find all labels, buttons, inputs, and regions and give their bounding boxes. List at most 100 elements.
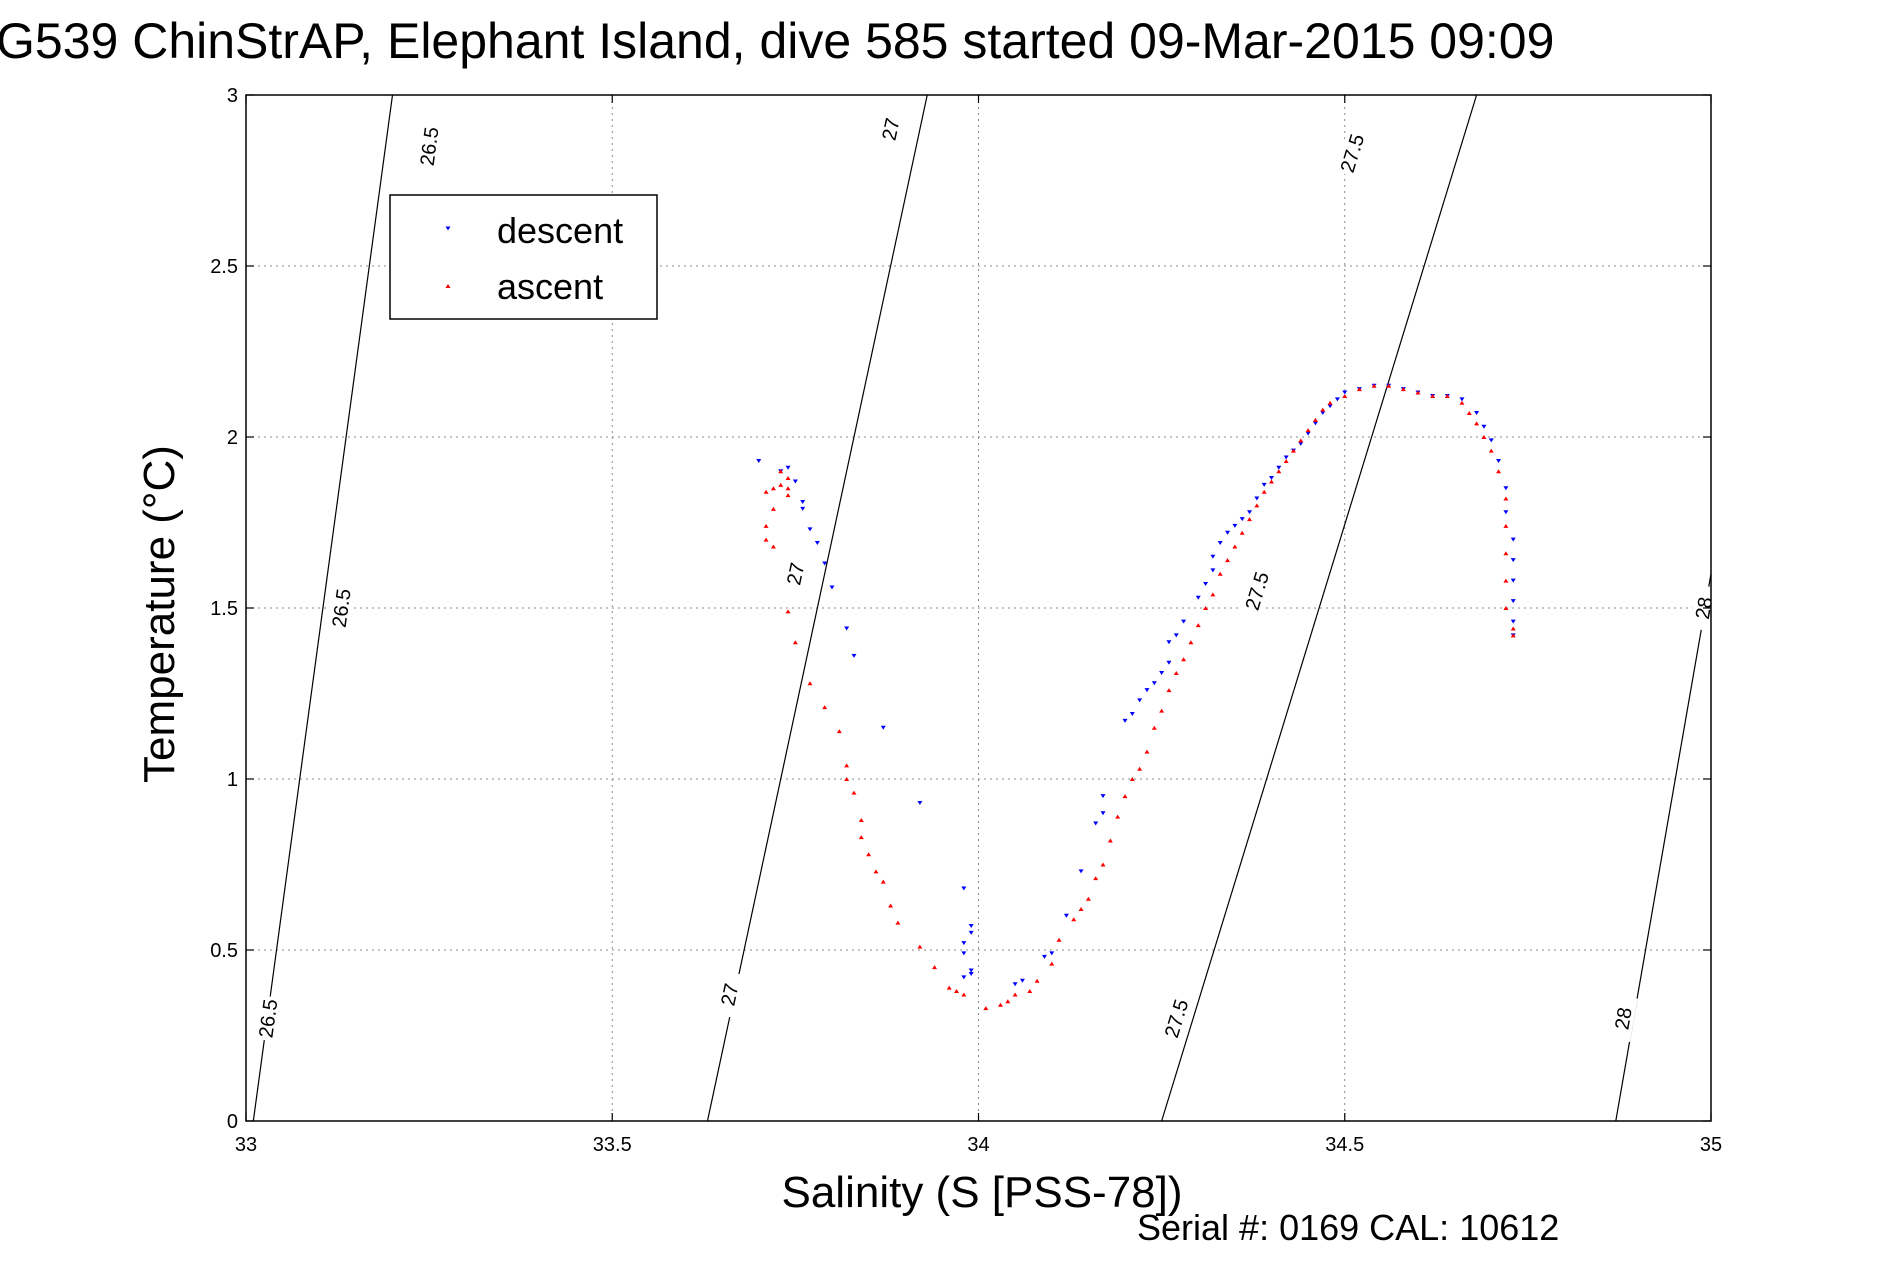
- ascent-point: [1400, 387, 1406, 392]
- ascent-point: [1510, 633, 1516, 638]
- descent-point: [1041, 954, 1047, 959]
- ascent-point: [1217, 571, 1223, 576]
- descent-point: [1012, 982, 1018, 987]
- ascent-point: [1503, 551, 1509, 556]
- ascent-point: [1481, 435, 1487, 439]
- ascent-point: [785, 609, 791, 614]
- descent-point: [1063, 913, 1069, 918]
- x-axis-label: Salinity (S [PSS-78]): [781, 1168, 1182, 1217]
- descent-point: [1217, 541, 1223, 546]
- ascent-point: [763, 537, 769, 542]
- contour-label-bg: [714, 970, 745, 1019]
- ascent-point: [858, 835, 864, 840]
- y-tick-label: 0: [227, 1111, 238, 1133]
- descent-point: [1276, 465, 1282, 470]
- descent-point: [814, 541, 820, 546]
- x-tick-label: 34: [967, 1134, 989, 1156]
- contour-label-bg: [1335, 128, 1370, 178]
- descent-point: [968, 968, 974, 973]
- descent-point: [1195, 595, 1201, 600]
- ascent-point: [1085, 896, 1091, 901]
- ascent-point: [1071, 917, 1077, 922]
- contour-label: 26.5: [417, 126, 444, 168]
- ascent-point: [1474, 421, 1480, 426]
- descent-point: [1122, 718, 1128, 723]
- ascent-point: [851, 790, 857, 795]
- legend-ascent-label: ascent: [497, 266, 603, 307]
- data-points: [756, 383, 1516, 1011]
- descent-point: [1166, 660, 1172, 665]
- ascent-point: [1261, 489, 1267, 494]
- ascent-point: [1327, 400, 1333, 405]
- descent-point: [1510, 578, 1516, 583]
- legend-descent-marker: [445, 226, 451, 231]
- descent-point: [1320, 411, 1326, 416]
- descent-point: [822, 561, 828, 566]
- descent-point: [785, 465, 791, 470]
- descent-point: [1019, 978, 1025, 983]
- ascent-point: [1137, 766, 1143, 771]
- y-tick-label: 0.5: [210, 940, 238, 962]
- ascent-point: [1034, 978, 1040, 983]
- x-tick-label: 33: [235, 1134, 257, 1156]
- ascent-point: [778, 469, 784, 474]
- descent-point: [1481, 424, 1487, 429]
- y-tick-label: 1.5: [210, 598, 238, 620]
- descent-point: [1210, 554, 1216, 559]
- y-tick-label: 3: [227, 85, 238, 107]
- ascent-point: [1122, 794, 1128, 799]
- descent-point: [1305, 431, 1311, 436]
- ascent-point: [763, 489, 769, 494]
- ascent-point: [770, 506, 776, 511]
- descent-point: [851, 653, 857, 658]
- ascent-point: [880, 879, 886, 884]
- descent-point: [961, 941, 967, 946]
- ascent-point: [1247, 517, 1253, 522]
- ascent-point: [1290, 448, 1296, 453]
- descent-point: [1225, 530, 1231, 535]
- descent-point: [1503, 486, 1509, 491]
- contour-label: 27: [878, 116, 904, 142]
- descent-point: [917, 800, 923, 805]
- descent-point: [961, 975, 967, 980]
- descent-point: [1159, 670, 1165, 675]
- descent-point: [1261, 482, 1267, 487]
- ascent-point: [1159, 708, 1165, 713]
- descent-point: [1173, 633, 1179, 638]
- descent-point: [1247, 510, 1253, 515]
- ascent-point: [822, 705, 828, 710]
- ascent-point: [1005, 999, 1011, 1004]
- ascent-point: [1386, 383, 1392, 388]
- ascent-point: [1115, 814, 1121, 819]
- legend-box: [389, 194, 658, 320]
- descent-point: [880, 725, 886, 730]
- ascent-point: [1195, 623, 1201, 628]
- y-axis-label: Temperature (°C): [135, 445, 184, 783]
- y-tick-label: 1: [227, 769, 238, 791]
- ascent-point: [778, 482, 784, 487]
- contour-label: 26.5: [255, 998, 282, 1040]
- ascent-point: [1129, 777, 1135, 781]
- descent-point: [1078, 869, 1084, 874]
- ascent-point: [1415, 390, 1421, 395]
- ascent-point: [1100, 862, 1106, 867]
- ascent-point: [1188, 640, 1194, 645]
- descent-point: [1459, 397, 1465, 402]
- contour-label-bg: [780, 549, 811, 598]
- ascent-point: [1151, 725, 1157, 730]
- ascent-point: [1144, 749, 1150, 754]
- descent-point: [1144, 688, 1150, 693]
- contour-label: 27.5: [1337, 132, 1369, 176]
- ascent-point: [1503, 496, 1509, 501]
- ascent-point: [792, 640, 798, 645]
- ascent-point: [1056, 937, 1062, 942]
- contour-label: 27: [717, 981, 743, 1007]
- descent-point: [1334, 397, 1340, 402]
- ascent-point: [1356, 387, 1362, 392]
- x-tick-label: 35: [1700, 1134, 1722, 1156]
- ascent-point: [1503, 578, 1509, 583]
- contour-label-bg: [415, 123, 443, 170]
- descent-point: [800, 506, 806, 511]
- contour-label: 28: [1692, 595, 1717, 621]
- ascent-point: [836, 729, 842, 734]
